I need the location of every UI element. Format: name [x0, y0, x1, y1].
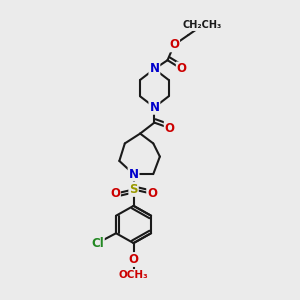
- Text: Cl: Cl: [91, 237, 104, 250]
- Text: O: O: [147, 187, 157, 200]
- Text: OCH₃: OCH₃: [119, 270, 148, 280]
- Text: CH₂CH₃: CH₂CH₃: [183, 20, 222, 30]
- Text: O: O: [177, 62, 187, 76]
- Text: N: N: [149, 62, 159, 76]
- Text: O: O: [169, 38, 179, 51]
- Text: N: N: [149, 101, 159, 114]
- Text: N: N: [129, 168, 139, 181]
- Text: O: O: [129, 253, 139, 266]
- Text: O: O: [110, 187, 120, 200]
- Text: O: O: [165, 122, 175, 135]
- Text: S: S: [129, 183, 138, 196]
